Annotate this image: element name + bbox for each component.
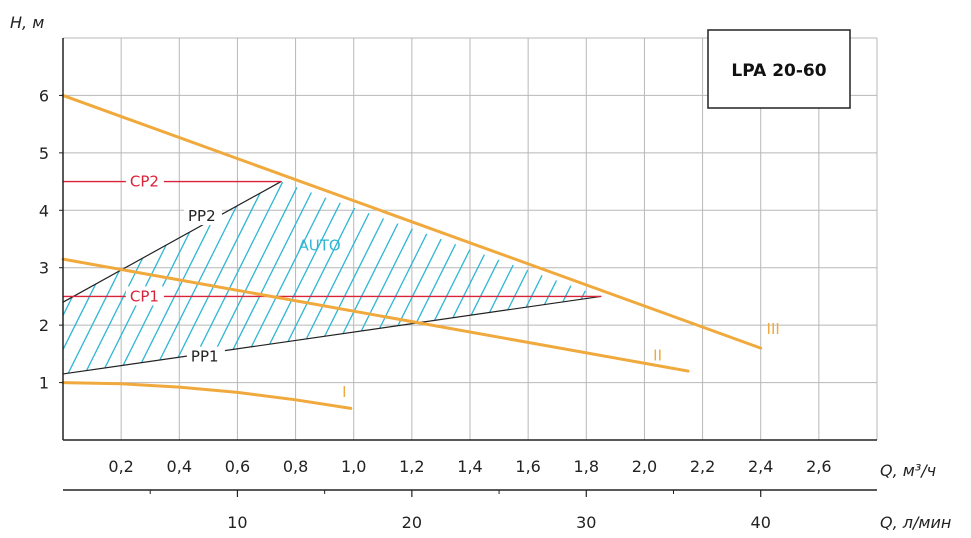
series-pp1-line: [62, 295, 602, 375]
y-tick-label: 6: [39, 86, 49, 105]
series-ii-label: II: [653, 347, 662, 365]
y-tick-label: 2: [39, 316, 49, 335]
hatch-line: [63, 181, 270, 374]
series-i-line: [61, 381, 353, 410]
y-tick-label: 1: [39, 374, 49, 393]
x2-tick-label: 40: [751, 513, 771, 532]
x2-axis-title: Q, л/мин: [880, 513, 951, 532]
x-tick-label: 2,4: [748, 457, 773, 476]
y-tick-label: 4: [39, 201, 49, 220]
hatch-line: [63, 181, 406, 374]
x-tick-label: 1,0: [341, 457, 366, 476]
hatch-line: [89, 181, 491, 374]
x-tick-label: 0,2: [108, 457, 133, 476]
hatch-line: [940, 0, 971, 500]
hatch-line: [310, 181, 601, 374]
series-pp2-label: PP2: [188, 207, 216, 225]
hatch-line: [957, 0, 971, 500]
hatch-line: [63, 181, 287, 374]
series-pp1-label-bg: [186, 346, 225, 366]
series-cp2-label: CP2: [130, 173, 159, 191]
axes: 1 2 3 4 5 6 0,2 0,4 0,6 0,8 1,0 1,2 1,4 1,6 1,8 2,0 2,2 2…: [39, 38, 877, 532]
hatch-line: [872, 0, 971, 500]
series-cp1-label: CP1: [130, 287, 159, 305]
hatch-line: [63, 181, 440, 374]
hatch-line: [855, 0, 971, 500]
x-tick-label: 1,8: [574, 457, 599, 476]
series-pp1-label: PP1: [191, 348, 219, 366]
hatch-line: [344, 181, 601, 374]
chart-title: LPA 20-60: [731, 61, 826, 81]
auto-region-label: AUTO: [298, 236, 340, 254]
x-tick-label: 1,6: [515, 457, 540, 476]
x2-tick-label: 20: [402, 513, 422, 532]
series-ii-line: [61, 257, 690, 373]
title-box: LPA 20-60: [707, 29, 851, 109]
hatch-line: [225, 181, 601, 374]
hatch-line: [63, 181, 321, 374]
hatch-line: [63, 181, 168, 374]
hatch-line: [63, 181, 338, 374]
x-tick-label: 1,4: [457, 457, 482, 476]
hatch-line: [63, 181, 423, 374]
x-axis-title: Q, м³/ч: [880, 461, 936, 480]
hatch-line: [63, 181, 236, 374]
series-i-label: I: [342, 383, 346, 401]
x2-tick-label: 30: [576, 513, 596, 532]
hatch-line: [63, 181, 134, 374]
hatch-line: [63, 181, 202, 374]
hatch-line: [63, 181, 117, 374]
hatch-line: [63, 181, 100, 374]
x-tick-label: 2,0: [632, 457, 657, 476]
hatch-line: [157, 181, 559, 374]
y-tick-label: 3: [39, 259, 49, 278]
title-box-frame: [707, 29, 851, 109]
x-tick-label: 0,8: [283, 457, 308, 476]
hatch-line: [63, 181, 83, 374]
hatch-line: [0, 0, 48, 500]
y-tick-label: 5: [39, 144, 49, 163]
hatch-line: [63, 181, 219, 374]
hatch-line: [174, 181, 576, 374]
x-tick-label: 2,6: [806, 457, 831, 476]
series-iii-line: [61, 93, 763, 350]
x-tick-label: 0,4: [167, 457, 192, 476]
series-cp2-label-bg: [125, 171, 164, 191]
hatch-line: [889, 0, 971, 500]
hatch-line: [361, 181, 601, 374]
hatch-line: [0, 0, 14, 500]
hatch-line: [838, 0, 971, 500]
hatch-line: [0, 0, 31, 500]
series-pp2-label-bg: [184, 206, 223, 226]
series-lines: [61, 93, 763, 410]
hatch-line: [140, 181, 542, 374]
series-cp1-label-bg: [125, 286, 164, 306]
hatch-line: [191, 181, 593, 374]
x-tick-label: 2,2: [690, 457, 715, 476]
hatch-line: [208, 181, 601, 374]
x-tick-label: 0,6: [225, 457, 250, 476]
y-axis-title: H, м: [10, 13, 44, 32]
x2-tick-label: 10: [227, 513, 247, 532]
series-pp2-line: [62, 180, 282, 303]
hatch-line: [63, 181, 66, 374]
x-tick-label: 1,2: [399, 457, 424, 476]
hatch-line: [63, 181, 457, 374]
hatch-line: [63, 181, 151, 374]
hatch-line: [906, 0, 971, 500]
hatch-line: [923, 0, 971, 500]
hatch-line: [72, 181, 474, 374]
hatch-line: [63, 181, 304, 374]
series-iii-label: III: [767, 320, 780, 338]
